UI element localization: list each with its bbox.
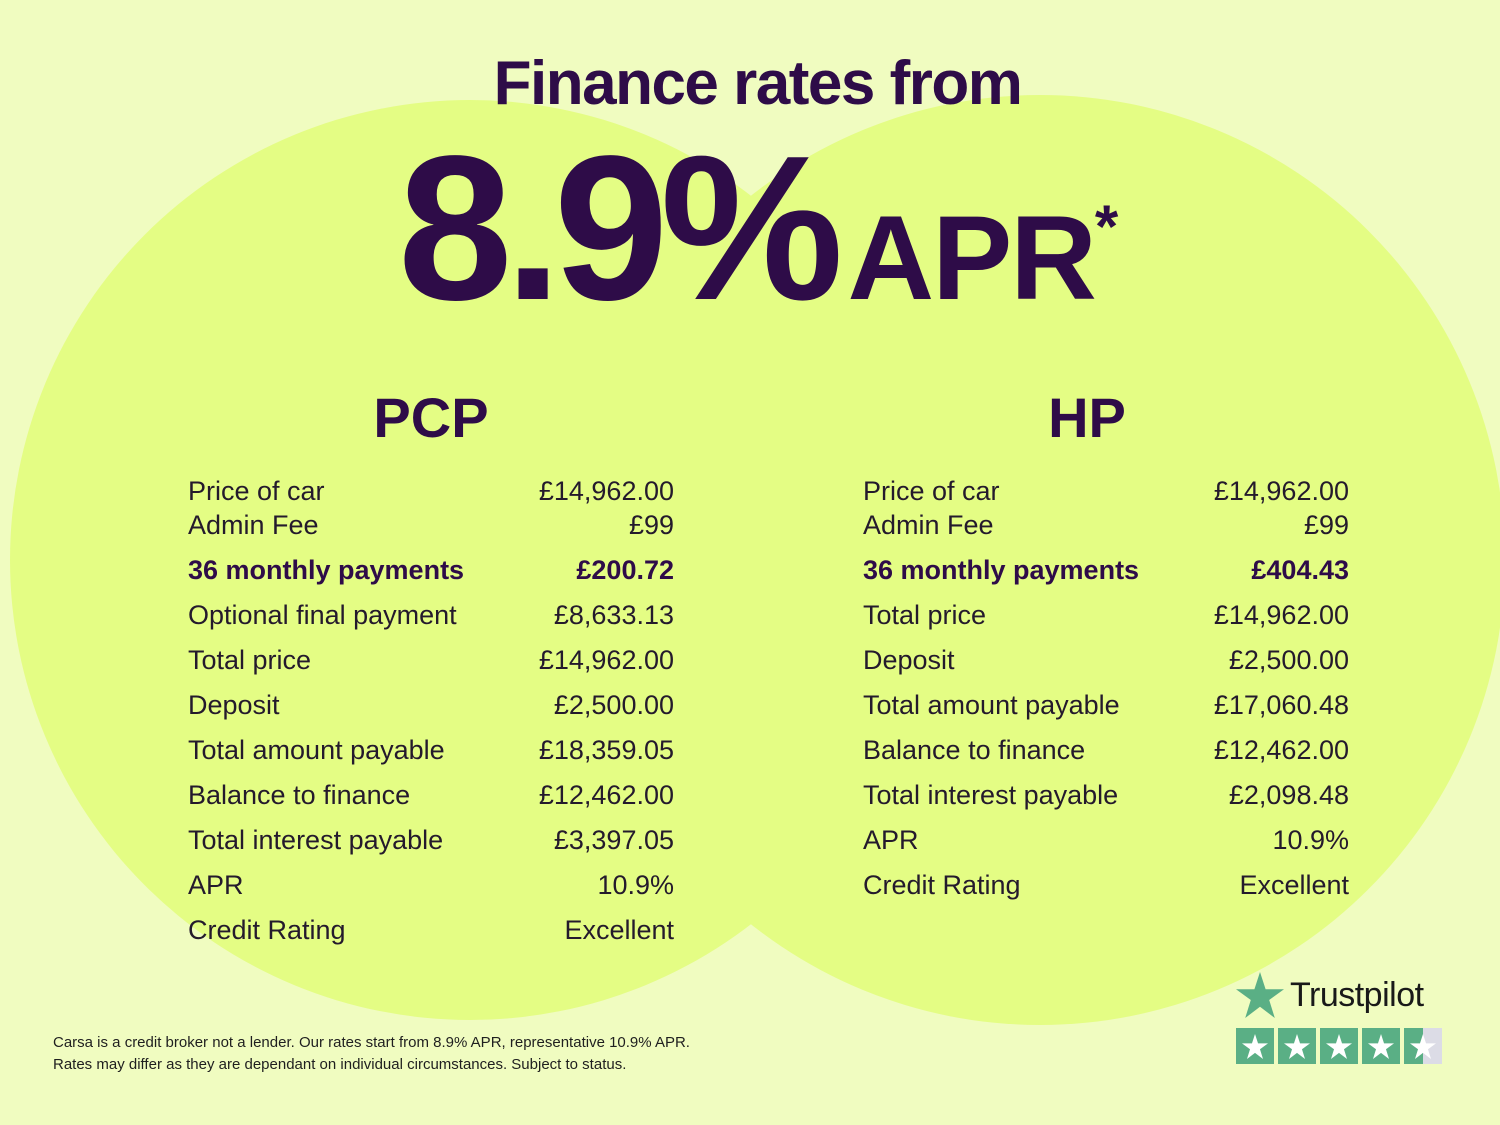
row-value: £14,962.00 [538,476,674,506]
row-value: £18,359.05 [538,735,674,765]
disclaimer: Carsa is a credit broker not a lender. O… [53,1032,690,1076]
row-value: £2,500.00 [553,690,674,720]
row-value: £3,397.05 [553,825,674,855]
star-icon [1410,1033,1436,1059]
table-row: Price of car £14,962.00 [863,474,1349,508]
trustpilot-rating [1236,1028,1442,1064]
trustpilot-logo: Trustpilot [1236,972,1442,1018]
pcp-table: Price of car £14,962.00 Admin Fee £99 36 mon… [188,474,674,953]
rating-star-box [1278,1028,1316,1064]
row-value: £12,462.00 [538,780,674,810]
table-row: Total interest payable £3,397.05 [188,818,674,863]
row-value: £99 [1303,510,1349,540]
row-value: £17,060.48 [1213,690,1349,720]
row-label: APR [863,825,919,855]
table-row: Credit Rating Excellent [863,863,1349,908]
table-row: Total price £14,962.00 [863,593,1349,638]
row-value: £2,098.48 [1228,780,1349,810]
row-value: Excellent [1239,870,1349,900]
row-label: Price of car [863,476,1000,506]
row-value: £12,462.00 [1213,735,1349,765]
row-value: £404.43 [1251,555,1349,585]
row-label: Deposit [863,645,955,675]
row-label: 36 monthly payments [188,555,465,585]
table-row: Admin Fee £99 [188,508,674,542]
row-label: Total amount payable [188,735,445,765]
table-row: 36 monthly payments £200.72 [188,548,674,593]
table-row: Deposit £2,500.00 [863,638,1349,683]
rating-star-box [1236,1028,1274,1064]
disclaimer-line-1: Carsa is a credit broker not a lender. O… [53,1034,690,1051]
disclaimer-line-2: Rates may differ as they are dependant o… [53,1056,627,1073]
row-label: Price of car [188,476,325,506]
row-label: Deposit [188,690,280,720]
row-value: £2,500.00 [1228,645,1349,675]
row-label: Total interest payable [863,780,1119,810]
row-label: Optional final payment [188,600,457,630]
trustpilot-badge[interactable]: Trustpilot [1236,972,1442,1064]
row-value: £14,962.00 [1213,476,1349,506]
row-value: £14,962.00 [1213,600,1349,630]
row-label: Total price [863,600,987,630]
row-label: Total amount payable [863,690,1120,720]
table-row: Price of car £14,962.00 [188,474,674,508]
rating-star-box [1362,1028,1400,1064]
row-value: 10.9% [1272,825,1349,855]
row-label: Balance to finance [188,780,411,810]
row-label: 36 monthly payments [863,555,1140,585]
row-label: Total interest payable [188,825,444,855]
table-row: Total amount payable £18,359.05 [188,728,674,773]
star-icon [1326,1033,1352,1059]
row-value: £99 [628,510,674,540]
apr-label: APR [847,191,1097,325]
row-label: Credit Rating [863,870,1021,900]
row-label: Admin Fee [188,510,319,540]
table-row: APR 10.9% [188,863,674,908]
table-row: Admin Fee £99 [863,508,1349,542]
background-circle-right [575,95,1500,1025]
table-row: Optional final payment £8,633.13 [188,593,674,638]
row-label: Admin Fee [863,510,994,540]
headline: Finance rates from [493,49,1023,118]
row-value: Excellent [564,915,674,945]
row-label: Total price [188,645,312,675]
hero-rate: 8.9% APR* [398,110,1118,347]
row-value: 10.9% [597,870,674,900]
row-label: Balance to finance [863,735,1086,765]
table-row: Credit Rating Excellent [188,908,674,953]
row-value: £14,962.00 [538,645,674,675]
rating-star-box [1404,1028,1442,1064]
row-label: Credit Rating [188,915,346,945]
row-value: £200.72 [576,555,674,585]
rate-value: 8.9% [398,113,844,343]
hp-heading: HP [1048,386,1126,449]
row-label: APR [188,870,244,900]
star-icon [1284,1033,1310,1059]
table-row: 36 monthly payments £404.43 [863,548,1349,593]
star-icon [1242,1033,1268,1059]
asterisk: * [1094,193,1119,260]
table-row: Total amount payable £17,060.48 [863,683,1349,728]
table-row: Balance to finance £12,462.00 [863,728,1349,773]
hp-table: Price of car £14,962.00 Admin Fee £99 36 mon… [863,474,1349,908]
table-row: APR 10.9% [863,818,1349,863]
star-icon [1236,972,1284,1018]
star-icon [1368,1033,1394,1059]
pcp-heading: PCP [373,386,489,449]
table-row: Total price £14,962.00 [188,638,674,683]
table-row: Total interest payable £2,098.48 [863,773,1349,818]
row-value: £8,633.13 [553,600,674,630]
table-row: Deposit £2,500.00 [188,683,674,728]
table-row: Balance to finance £12,462.00 [188,773,674,818]
rating-star-box [1320,1028,1358,1064]
trustpilot-wordmark: Trustpilot [1290,975,1424,1014]
